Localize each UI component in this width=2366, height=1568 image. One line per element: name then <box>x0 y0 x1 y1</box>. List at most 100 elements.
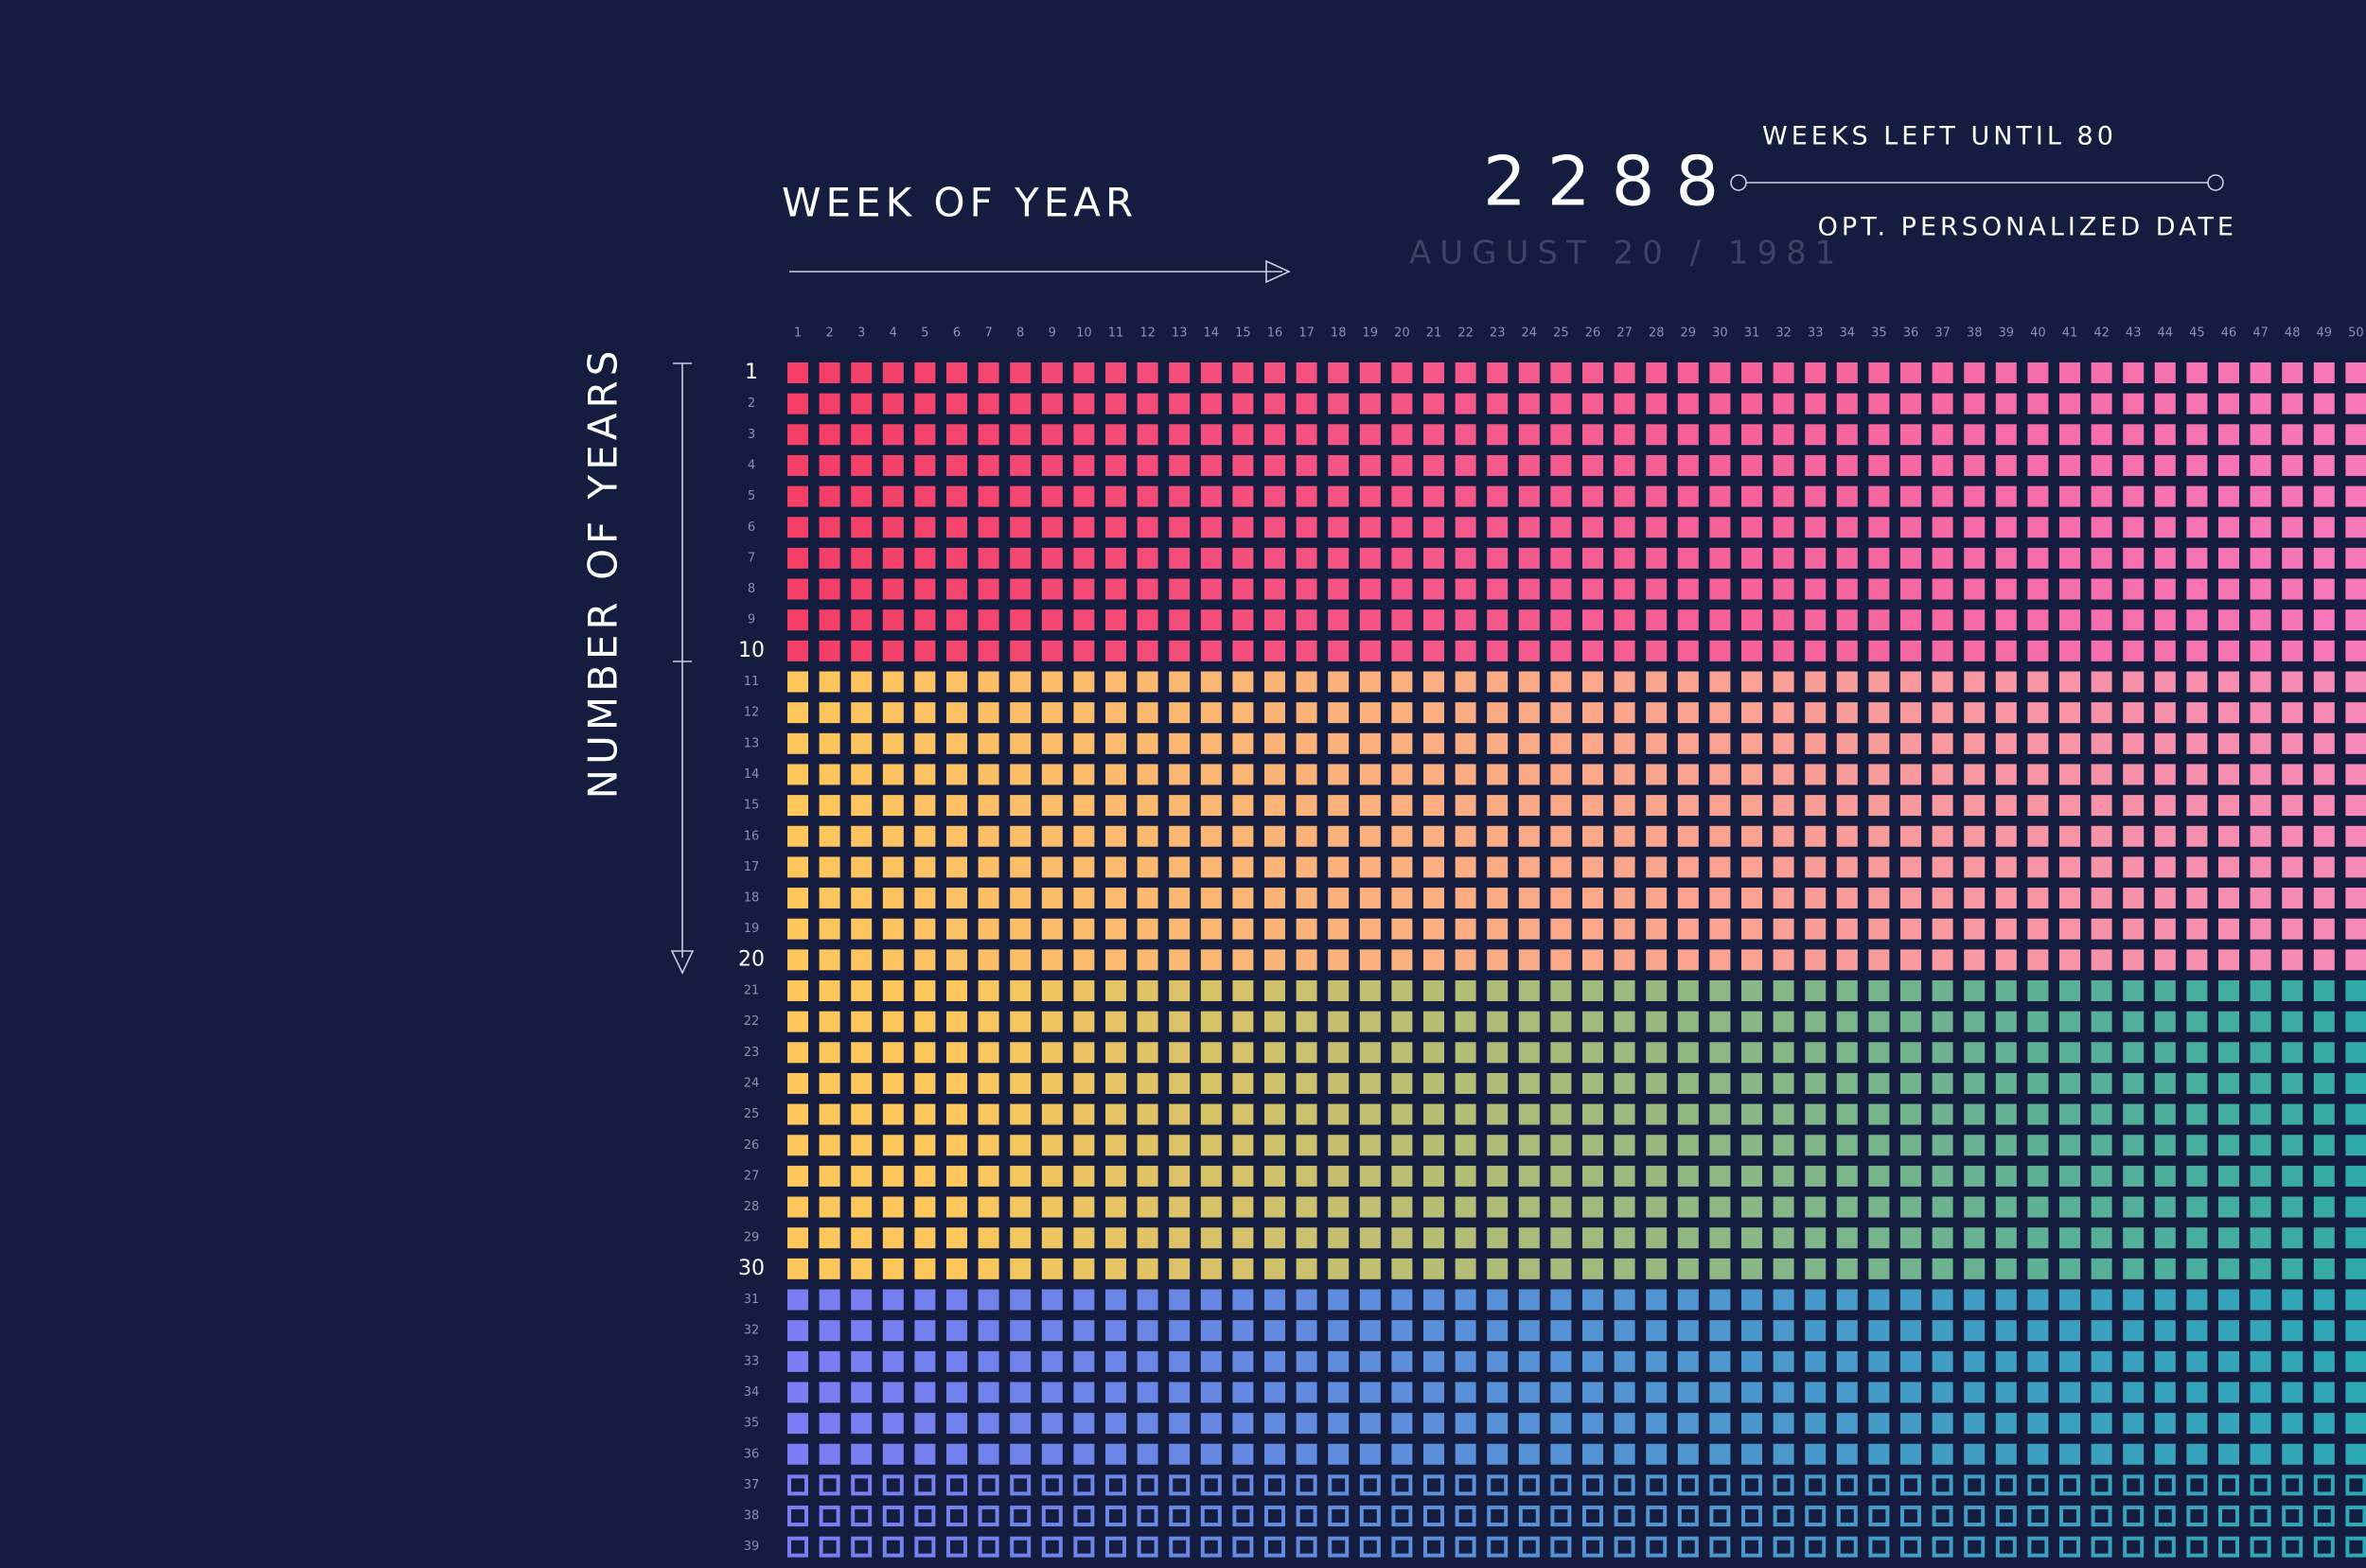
week-square <box>1264 702 1285 724</box>
week-square <box>1709 1320 1731 1342</box>
week-square <box>1010 732 1032 754</box>
week-square <box>1073 1413 1095 1435</box>
week-square <box>1169 1474 1191 1496</box>
week-square <box>1677 547 1699 569</box>
week-square <box>1359 1443 1381 1465</box>
week-square <box>2218 1011 2239 1032</box>
week-square <box>1836 1042 1858 1064</box>
week-label: 44 <box>2158 326 2174 341</box>
week-square <box>1105 888 1126 909</box>
year-label: 14 <box>744 767 760 782</box>
week-square <box>2218 454 2239 476</box>
week-square <box>1264 856 1285 878</box>
week-square <box>1169 393 1191 414</box>
week-square <box>1391 671 1413 693</box>
week-square <box>1773 1072 1794 1094</box>
week-square <box>1010 1474 1032 1496</box>
week-square <box>1741 424 1762 446</box>
week-square <box>2218 1350 2239 1372</box>
week-square <box>1328 1320 1350 1342</box>
week-square <box>787 980 808 1001</box>
week-square <box>1487 1011 1509 1032</box>
week-square <box>1836 640 1858 661</box>
week-square <box>1010 1289 1032 1311</box>
week-square <box>1296 1474 1317 1496</box>
week-square <box>1932 732 1953 754</box>
week-square <box>2313 1350 2335 1372</box>
weeks-left: 2288 <box>1483 142 1739 221</box>
week-square <box>2345 547 2366 569</box>
week-label: 21 <box>1426 326 1442 341</box>
week-square <box>1359 918 1381 940</box>
week-square <box>819 795 840 817</box>
week-square <box>1359 888 1381 909</box>
week-square <box>1073 702 1095 724</box>
week-square <box>1836 949 1858 971</box>
week-square <box>2123 1413 2145 1435</box>
week-square <box>787 1413 808 1435</box>
week-square <box>1455 424 1476 446</box>
week-square <box>1836 732 1858 754</box>
week-square <box>1296 918 1317 940</box>
week-square <box>1868 1196 1890 1218</box>
week-square <box>2250 454 2271 476</box>
week-square <box>2186 825 2208 847</box>
week-square <box>1932 671 1953 693</box>
week-square <box>1964 1258 1986 1279</box>
week-square <box>1518 980 1540 1001</box>
week-square <box>1773 1320 1794 1342</box>
week-square <box>2027 918 2049 940</box>
week-square <box>882 454 904 476</box>
week-square <box>1359 1506 1381 1527</box>
week-square <box>1614 454 1635 476</box>
week-square <box>978 1258 999 1279</box>
week-square <box>1328 888 1350 909</box>
week-square <box>1646 609 1668 631</box>
week-square <box>1868 1350 1890 1372</box>
week-square <box>1041 856 1063 878</box>
week-square <box>1709 393 1731 414</box>
week-square <box>1741 517 1762 538</box>
week-square <box>1073 1196 1095 1218</box>
week-square <box>1423 949 1444 971</box>
week-square <box>1741 1072 1762 1094</box>
week-square <box>914 547 936 569</box>
week-square <box>1932 1320 1953 1342</box>
week-square <box>1805 1350 1827 1372</box>
week-square <box>1932 702 1953 724</box>
week-square <box>2059 980 2080 1001</box>
week-square <box>1900 1227 1921 1249</box>
week-square <box>1741 1165 1762 1187</box>
week-square <box>1582 1227 1603 1249</box>
week-square <box>1169 1320 1191 1342</box>
week-square <box>1773 424 1794 446</box>
week-square <box>1900 1165 1921 1187</box>
week-square <box>1232 732 1254 754</box>
week-square <box>1487 640 1509 661</box>
week-square <box>1836 795 1858 817</box>
week-square <box>2282 888 2304 909</box>
week-square <box>1932 888 1953 909</box>
week-square <box>1264 1196 1285 1218</box>
week-square <box>2027 1103 2049 1125</box>
week-square <box>978 1382 999 1403</box>
week-square <box>1836 517 1858 538</box>
week-square <box>2218 949 2239 971</box>
week-square <box>2027 1258 2049 1279</box>
week-square <box>1868 1536 1890 1558</box>
week-square <box>1614 578 1635 600</box>
week-square <box>1423 702 1444 724</box>
week-square <box>1646 393 1668 414</box>
week-square <box>914 578 936 600</box>
week-square <box>1137 547 1158 569</box>
week-square <box>2059 1165 2080 1187</box>
week-square <box>1646 1227 1668 1249</box>
week-square <box>2123 918 2145 940</box>
week-square <box>1550 856 1572 878</box>
week-square <box>1105 980 1126 1001</box>
week-square <box>1614 1413 1635 1435</box>
week-square <box>2218 732 2239 754</box>
week-square <box>1773 795 1794 817</box>
week-square <box>2123 609 2145 631</box>
